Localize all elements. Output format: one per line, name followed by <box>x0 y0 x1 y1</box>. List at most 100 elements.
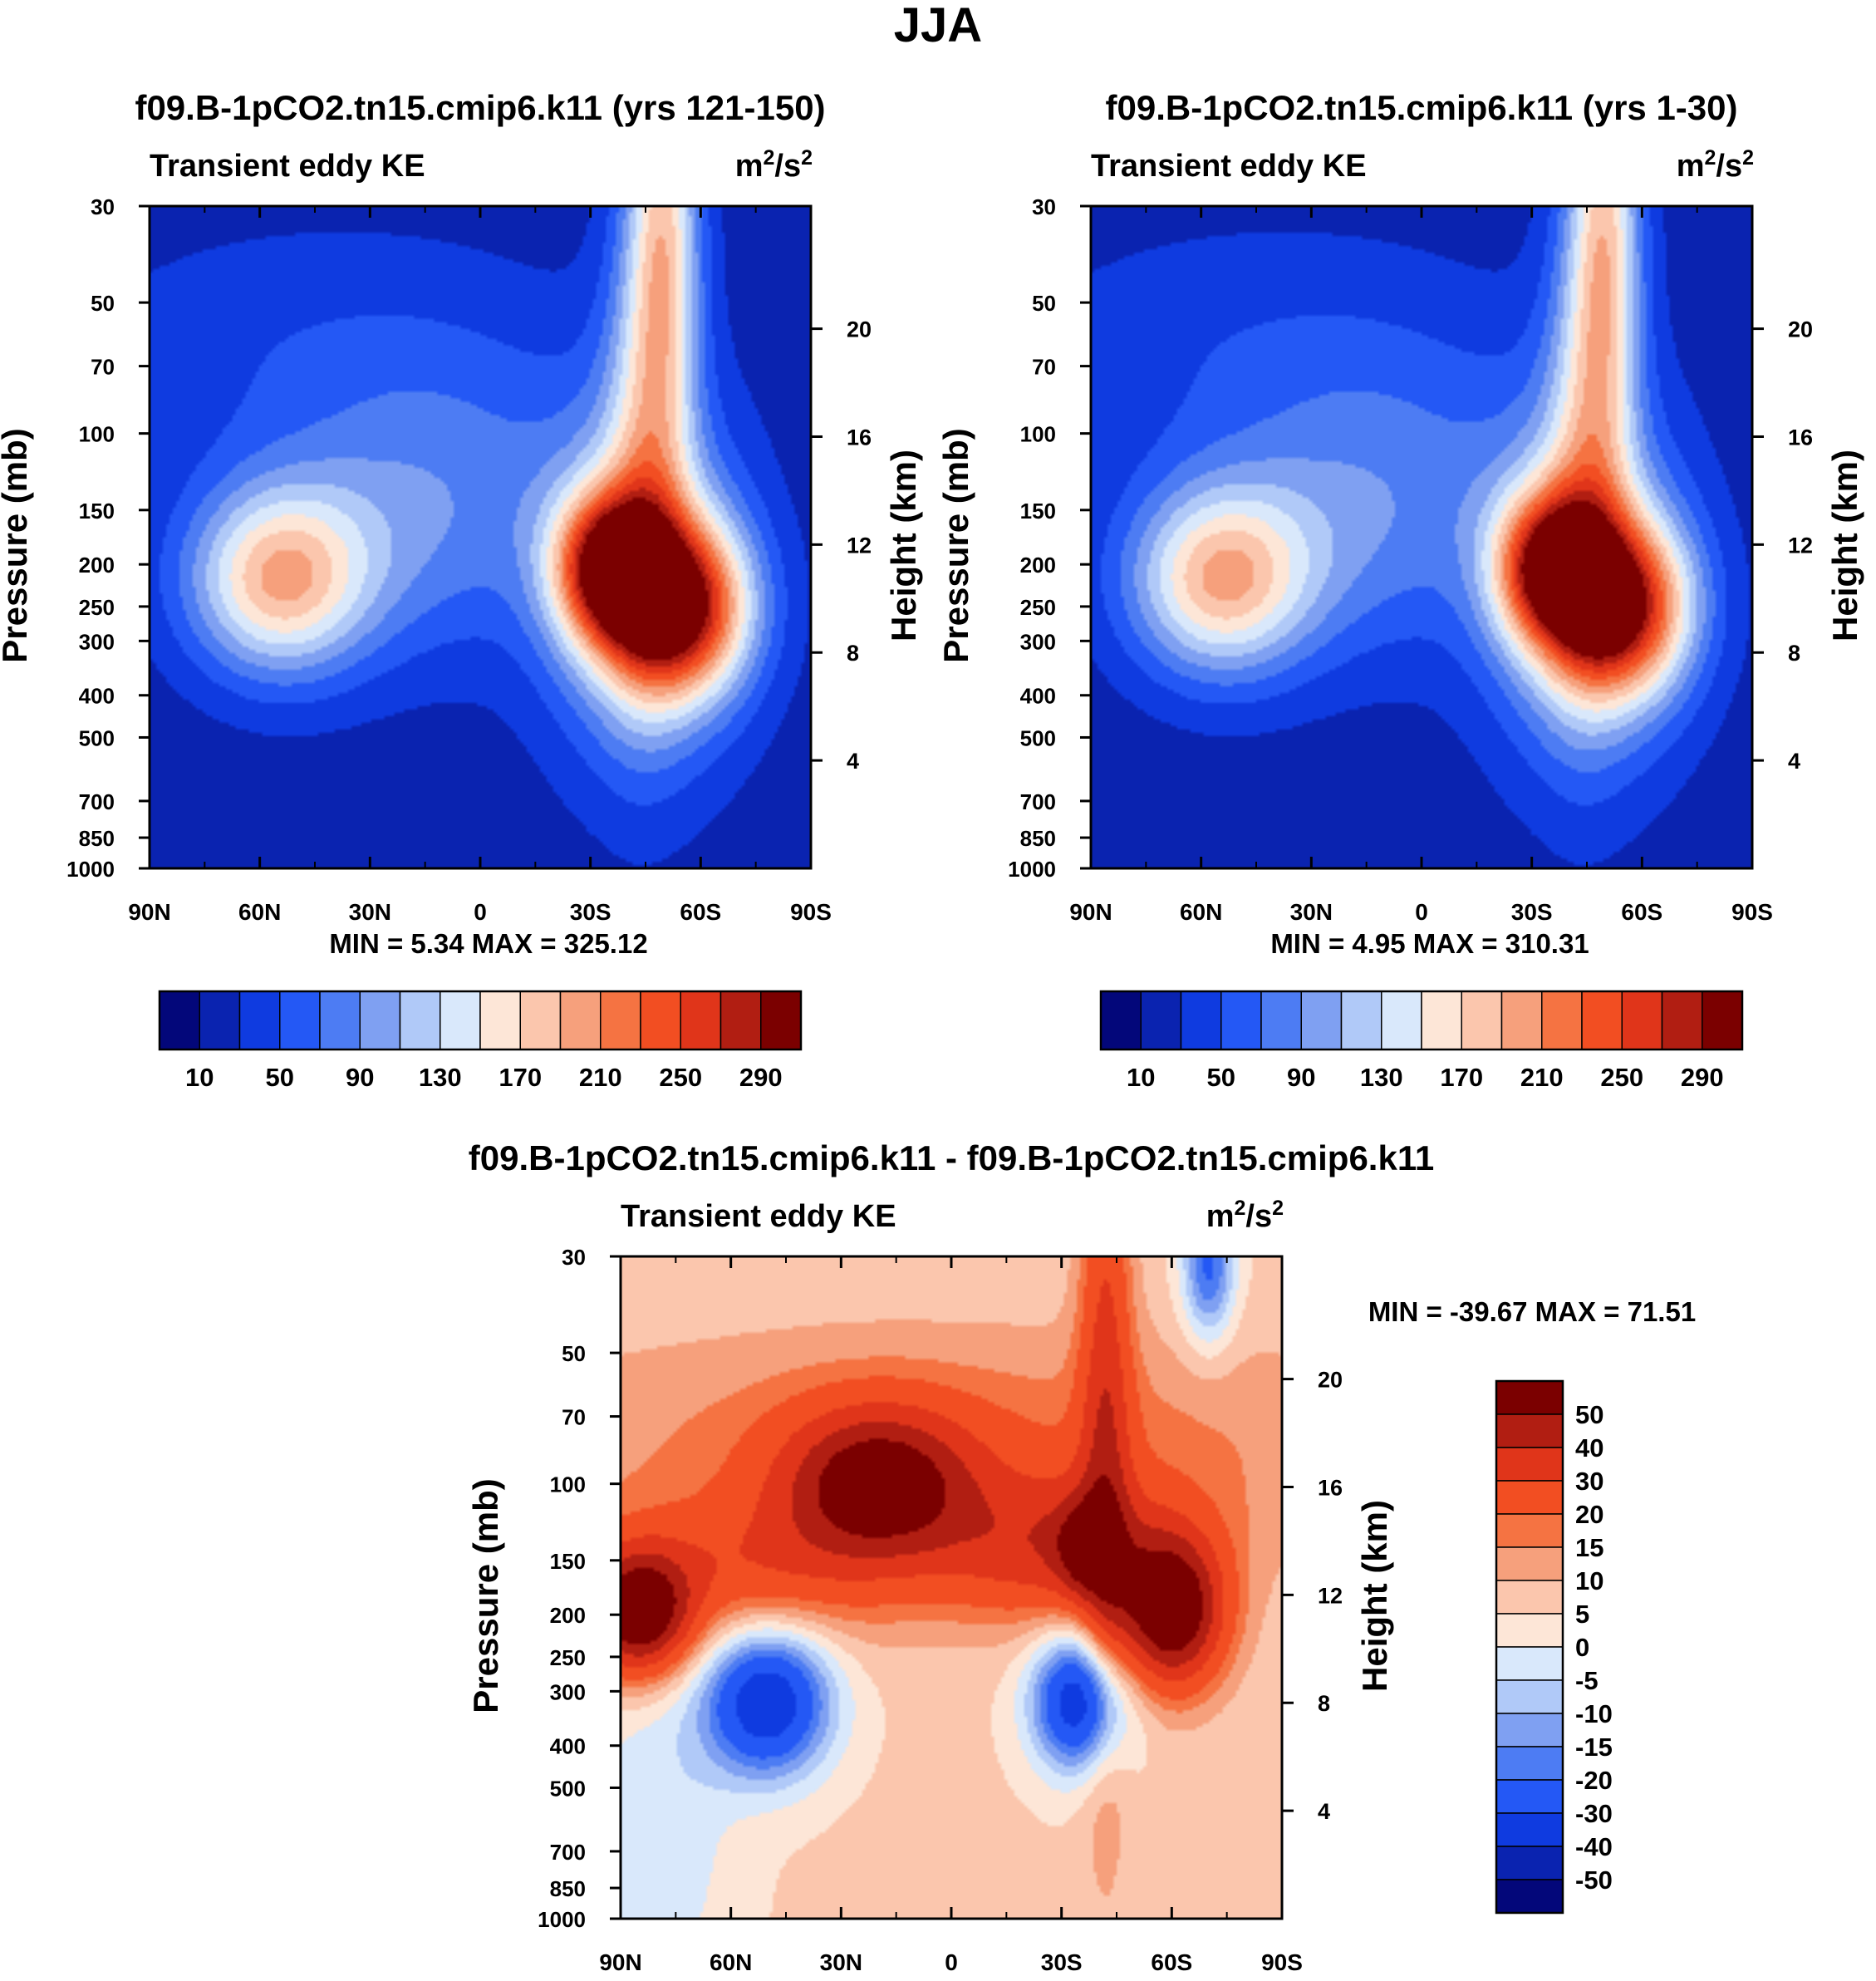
x-tick-label: 30N <box>1290 899 1333 925</box>
colorbar-label: 290 <box>739 1063 783 1092</box>
y-tick-label: 850 <box>79 826 115 851</box>
units-exp: 2 <box>763 146 774 170</box>
colorbar-swatch <box>1495 1779 1564 1814</box>
colorbar-swatch <box>1260 990 1302 1050</box>
panel-subtitle: Transient eddy KE <box>1091 149 1367 184</box>
colorbar-swatch <box>279 990 321 1050</box>
units-base: m <box>1677 149 1705 184</box>
colorbar-swatch <box>1495 1746 1564 1781</box>
units-mid: /s <box>1245 1199 1272 1234</box>
x-tick-label: 30S <box>1041 1949 1083 1975</box>
colorbar-swatch <box>1495 1413 1564 1448</box>
min-max-label: MIN = -39.67 MAX = 71.51 <box>1368 1296 1696 1327</box>
colorbar-label: -40 <box>1575 1832 1613 1861</box>
y-tick-label: 70 <box>562 1405 586 1430</box>
min-max-label: MIN = 5.34 MAX = 325.12 <box>329 928 647 959</box>
y-tick-label: 200 <box>79 553 115 578</box>
y-tick-label: 1000 <box>1008 857 1056 882</box>
height-tick-label: 20 <box>1788 317 1813 342</box>
height-tick-label: 16 <box>1788 425 1813 450</box>
y-tick-label: 200 <box>550 1603 586 1628</box>
y-tick-label: 50 <box>1032 291 1056 316</box>
y-tick-label: 700 <box>79 789 115 814</box>
colorbar-swatch <box>559 990 602 1050</box>
height-tick-label: 20 <box>1318 1368 1343 1393</box>
panel-subtitle: Transient eddy KE <box>621 1199 896 1234</box>
colorbar-swatch <box>319 990 361 1050</box>
panel-2: f09.B-1pCO2.tn15.cmip6.k11 (yrs 1-30) Tra… <box>936 88 1864 1092</box>
y-tick-label: 500 <box>1020 725 1056 750</box>
units-exp: 2 <box>1742 146 1754 170</box>
x-tick-label: 60N <box>238 899 281 925</box>
panel-3: f09.B-1pCO2.tn15.cmip6.k11 - f09.B-1pCO2… <box>466 1138 1696 1975</box>
colorbar-swatch <box>1495 1580 1564 1615</box>
colorbar-swatch <box>238 990 281 1050</box>
colorbar-label: 210 <box>1520 1063 1564 1092</box>
y-tick-label: 850 <box>1020 826 1056 851</box>
x-tick-label: 90N <box>599 1949 641 1975</box>
colorbar-swatch <box>600 990 641 1050</box>
x-tick-label: 30N <box>349 899 391 925</box>
colorbar-swatch <box>1702 990 1743 1050</box>
units-exp: 2 <box>801 146 813 170</box>
colorbar-swatch <box>359 990 401 1050</box>
colorbar-label: 10 <box>1575 1566 1603 1595</box>
y-tick-label: 300 <box>1020 629 1056 654</box>
colorbar-label: 290 <box>1681 1063 1724 1092</box>
colorbar-swatch <box>519 990 562 1050</box>
colorbar-swatch <box>440 990 481 1050</box>
panel-1: f09.B-1pCO2.tn15.cmip6.k11 (yrs 121-150)… <box>0 88 923 1092</box>
x-tick-label: 0 <box>1415 899 1428 925</box>
colorbar-label: -15 <box>1575 1733 1613 1762</box>
colorbar-swatch <box>1340 990 1382 1050</box>
colorbar-label: 0 <box>1575 1633 1589 1662</box>
colorbar-swatch <box>1661 990 1703 1050</box>
y-tick-label: 150 <box>1020 499 1056 524</box>
y-tick-label: 400 <box>1020 684 1056 709</box>
colorbar-swatch <box>199 990 241 1050</box>
colorbar-frame <box>158 990 803 1051</box>
x-tick-label: 60N <box>710 1949 752 1975</box>
colorbar-swatch <box>479 990 521 1050</box>
height-tick-label: 12 <box>1318 1583 1343 1608</box>
height-tick-label: 4 <box>847 749 859 774</box>
colorbar-swatch <box>1581 990 1623 1050</box>
colorbar-label: 250 <box>1600 1063 1643 1092</box>
colorbar-swatch <box>1180 990 1222 1050</box>
y-tick-label: 700 <box>1020 789 1056 814</box>
height-tick-label: 20 <box>847 317 872 342</box>
colorbar-label: -20 <box>1575 1766 1613 1795</box>
y-tick-label: 850 <box>550 1876 586 1901</box>
y-tick-label: 250 <box>1020 595 1056 620</box>
height-tick-label: 4 <box>1318 1799 1330 1824</box>
colorbar-swatch <box>1421 990 1462 1050</box>
height-tick-label: 12 <box>847 533 872 558</box>
x-tick-label: 60N <box>1180 899 1222 925</box>
colorbar-label: 170 <box>1440 1063 1483 1092</box>
units-mid: /s <box>1716 149 1742 184</box>
y-tick-label: 300 <box>550 1679 586 1704</box>
y-tick-label: 30 <box>91 194 115 219</box>
colorbar-swatch <box>680 990 722 1050</box>
colorbar-label: 250 <box>659 1063 702 1092</box>
colorbar-swatch <box>1220 990 1262 1050</box>
colorbar-swatch <box>1495 1879 1564 1914</box>
x-tick-label: 30S <box>570 899 611 925</box>
colorbar-label: -5 <box>1575 1666 1599 1695</box>
colorbar-label: -50 <box>1575 1865 1613 1895</box>
y-tick-label: 700 <box>550 1840 586 1865</box>
height-tick-label: 16 <box>1318 1475 1343 1500</box>
colorbar-swatch <box>1495 1846 1564 1880</box>
x-tick-label: 0 <box>945 1949 958 1975</box>
colorbar-label: 5 <box>1575 1600 1589 1629</box>
contour-field <box>1091 206 1752 868</box>
colorbar-frame <box>1099 990 1744 1051</box>
y-tick-label: 300 <box>79 629 115 654</box>
colorbar-swatch <box>1495 1679 1564 1714</box>
y-tick-label: 1000 <box>66 857 115 882</box>
panel-subtitle: Transient eddy KE <box>150 149 425 184</box>
x-tick-label: 90S <box>1731 899 1773 925</box>
colorbar-label: -30 <box>1575 1799 1613 1828</box>
x-tick-label: 90N <box>1069 899 1112 925</box>
y-tick-label: 200 <box>1020 553 1056 578</box>
